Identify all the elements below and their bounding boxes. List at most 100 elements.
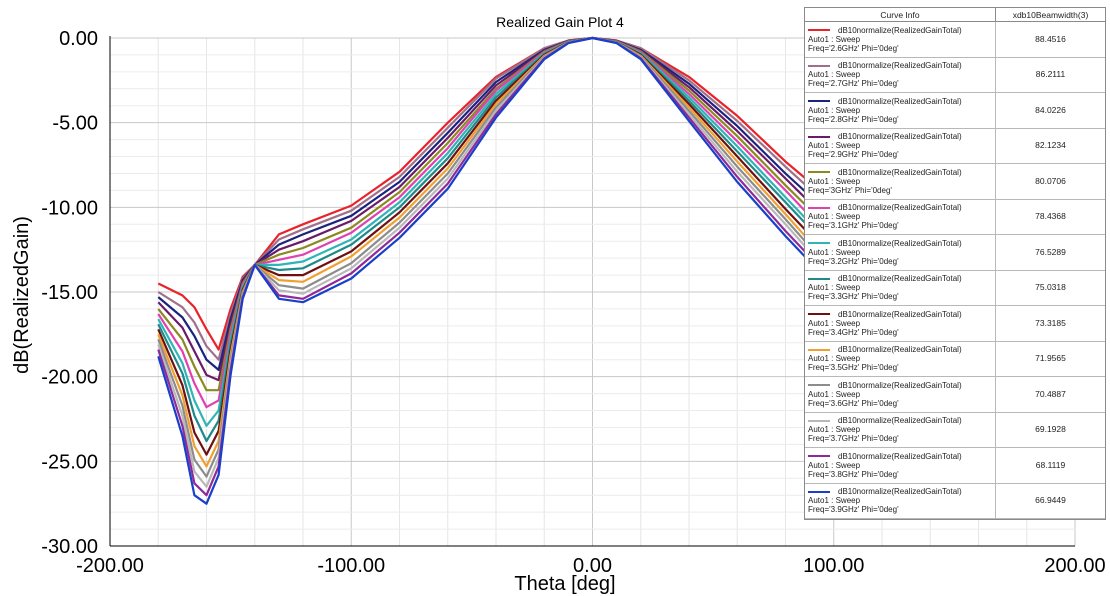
- legend-row: dB10normalize(RealizedGainTotal) Auto1 : …: [805, 483, 1105, 519]
- legend-curve-info: dB10normalize(RealizedGainTotal) Auto1 : …: [805, 92, 996, 129]
- legend-expression: dB10normalize(RealizedGainTotal): [838, 487, 962, 497]
- legend-freq: Freq='3.3GHz' Phi='0deg': [808, 292, 899, 302]
- legend-freq: Freq='3.1GHz' Phi='0deg': [808, 221, 899, 231]
- y-tick-label: -20.00: [41, 367, 98, 389]
- legend-swatch: [808, 29, 830, 32]
- series-line-11: [157, 36, 811, 478]
- legend-curve-info: dB10normalize(RealizedGainTotal) Auto1 : …: [805, 270, 996, 306]
- legend-freq: Freq='2.6GHz' Phi='0deg': [808, 43, 899, 53]
- legend-expression: dB10normalize(RealizedGainTotal): [838, 167, 962, 177]
- curve-info-legend: Curve Info xdb10Beamwidth(3) dB10normali…: [804, 7, 1106, 520]
- legend-beamwidth-value: 88.4516: [995, 21, 1105, 58]
- series-line-4: [157, 36, 811, 382]
- legend-expression: dB10normalize(RealizedGainTotal): [838, 132, 962, 142]
- y-tick-label: -10.00: [41, 197, 98, 219]
- legend-sweep: Auto1 : Sweep: [808, 212, 861, 222]
- y-axis-title: dB(RealizedGain): [11, 216, 33, 374]
- legend-sweep: Auto1 : Sweep: [808, 34, 861, 44]
- legend-freq: Freq='3.2GHz' Phi='0deg': [808, 256, 899, 266]
- legend-swatch: [808, 277, 830, 280]
- legend-freq: Freq='2.7GHz' Phi='0deg': [808, 79, 899, 89]
- y-tick-label: -25.00: [41, 451, 98, 473]
- legend-beamwidth-value: 82.1234: [995, 128, 1105, 164]
- legend-freq: Freq='3.5GHz' Phi='0deg': [808, 363, 899, 373]
- legend-beamwidth-value: 86.2111: [995, 57, 1105, 93]
- legend-curve-info: dB10normalize(RealizedGainTotal) Auto1 : …: [805, 128, 996, 164]
- series-line-9: [157, 36, 811, 456]
- legend-swatch: [808, 384, 830, 387]
- legend-beamwidth-value: 73.3185: [995, 305, 1105, 342]
- legend-sweep: Auto1 : Sweep: [808, 141, 861, 151]
- legend-swatch: [808, 419, 830, 422]
- legend-row: dB10normalize(RealizedGainTotal) Auto1 : …: [805, 199, 1105, 235]
- legend-freq: Freq='3.8GHz' Phi='0deg': [808, 469, 899, 479]
- legend-curve-info: dB10normalize(RealizedGainTotal) Auto1 : …: [805, 341, 996, 377]
- legend-freq: Freq='2.8GHz' Phi='0deg': [808, 114, 899, 124]
- legend-beamwidth-value: 68.1119: [995, 447, 1105, 484]
- legend-freq: Freq='3GHz' Phi='0deg': [808, 185, 892, 195]
- y-tick-label: -30.00: [41, 536, 98, 558]
- legend-freq: Freq='3.7GHz' Phi='0deg': [808, 434, 899, 444]
- legend-swatch: [808, 135, 830, 138]
- legend-row: dB10normalize(RealizedGainTotal) Auto1 : …: [805, 341, 1105, 377]
- legend-row: dB10normalize(RealizedGainTotal) Auto1 : …: [805, 92, 1105, 129]
- legend-expression: dB10normalize(RealizedGainTotal): [838, 274, 962, 284]
- legend-row: dB10normalize(RealizedGainTotal) Auto1 : …: [805, 57, 1105, 93]
- legend-sweep: Auto1 : Sweep: [808, 389, 861, 399]
- legend-row: dB10normalize(RealizedGainTotal) Auto1 : …: [805, 447, 1105, 484]
- legend-expression: dB10normalize(RealizedGainTotal): [838, 416, 962, 426]
- legend-curve-info: dB10normalize(RealizedGainTotal) Auto1 : …: [805, 163, 996, 200]
- legend-swatch: [808, 348, 830, 351]
- legend-expression: dB10normalize(RealizedGainTotal): [838, 25, 962, 35]
- y-tick-label: 0.00: [59, 28, 98, 50]
- legend-curve-info: dB10normalize(RealizedGainTotal) Auto1 : …: [805, 234, 996, 271]
- legend-beamwidth-value: 78.4368: [995, 199, 1105, 235]
- legend-freq: Freq='3.9GHz' Phi='0deg': [808, 505, 899, 515]
- legend-curve-info: dB10normalize(RealizedGainTotal) Auto1 : …: [805, 376, 996, 413]
- y-tick-label: -15.00: [41, 282, 98, 304]
- legend-curve-info: dB10normalize(RealizedGainTotal) Auto1 : …: [805, 447, 996, 484]
- legend-swatch: [808, 455, 830, 458]
- legend-beamwidth-value: 75.0318: [995, 270, 1105, 306]
- legend-beamwidth-value: 76.5289: [995, 234, 1105, 271]
- legend-freq: Freq='3.4GHz' Phi='0deg': [808, 327, 899, 337]
- x-axis-title: Theta [deg]: [514, 573, 615, 595]
- legend-row: dB10normalize(RealizedGainTotal) Auto1 : …: [805, 412, 1105, 448]
- legend-expression: dB10normalize(RealizedGainTotal): [838, 238, 962, 248]
- legend-swatch: [808, 64, 830, 67]
- legend-row: dB10normalize(RealizedGainTotal) Auto1 : …: [805, 163, 1105, 200]
- series-line-1: [157, 36, 811, 351]
- legend-row: dB10normalize(RealizedGainTotal) Auto1 : …: [805, 305, 1105, 342]
- legend-sweep: Auto1 : Sweep: [808, 318, 861, 328]
- legend-row: dB10normalize(RealizedGainTotal) Auto1 : …: [805, 270, 1105, 306]
- legend-beamwidth-value: 84.0226: [995, 92, 1105, 129]
- legend-swatch: [808, 171, 830, 174]
- legend-sweep: Auto1 : Sweep: [808, 176, 861, 186]
- chart-series-layer: [157, 36, 811, 505]
- x-tick-label: 200.00: [1044, 555, 1105, 577]
- legend-curve-info: dB10normalize(RealizedGainTotal) Auto1 : …: [805, 483, 996, 519]
- legend-row: dB10normalize(RealizedGainTotal) Auto1 : …: [805, 128, 1105, 164]
- legend-expression: dB10normalize(RealizedGainTotal): [838, 61, 962, 71]
- x-tick-label: 0.00: [573, 555, 612, 577]
- legend-freq: Freq='2.9GHz' Phi='0deg': [808, 150, 899, 160]
- legend-header-beamwidth: xdb10Beamwidth(3): [995, 8, 1105, 22]
- x-tick-label: -200.00: [76, 555, 144, 577]
- legend-beamwidth-value: 71.9565: [995, 341, 1105, 377]
- legend-row: dB10normalize(RealizedGainTotal) Auto1 : …: [805, 21, 1105, 58]
- legend-curve-info: dB10normalize(RealizedGainTotal) Auto1 : …: [805, 412, 996, 448]
- legend-sweep: Auto1 : Sweep: [808, 283, 861, 293]
- legend-curve-info: dB10normalize(RealizedGainTotal) Auto1 : …: [805, 305, 996, 342]
- chart-title: Realized Gain Plot 4: [496, 14, 624, 30]
- legend-sweep: Auto1 : Sweep: [808, 496, 861, 506]
- legend-swatch: [808, 100, 830, 103]
- legend-swatch: [808, 206, 830, 209]
- y-tick-label: -5.00: [52, 113, 98, 135]
- legend-beamwidth-value: 70.4887: [995, 376, 1105, 413]
- legend-beamwidth-value: 69.1928: [995, 412, 1105, 448]
- series-line-3: [157, 36, 811, 371]
- series-line-14: [157, 36, 811, 505]
- legend-header-curve-info: Curve Info: [805, 8, 996, 22]
- series-line-8: [157, 36, 811, 443]
- legend-sweep: Auto1 : Sweep: [808, 425, 861, 435]
